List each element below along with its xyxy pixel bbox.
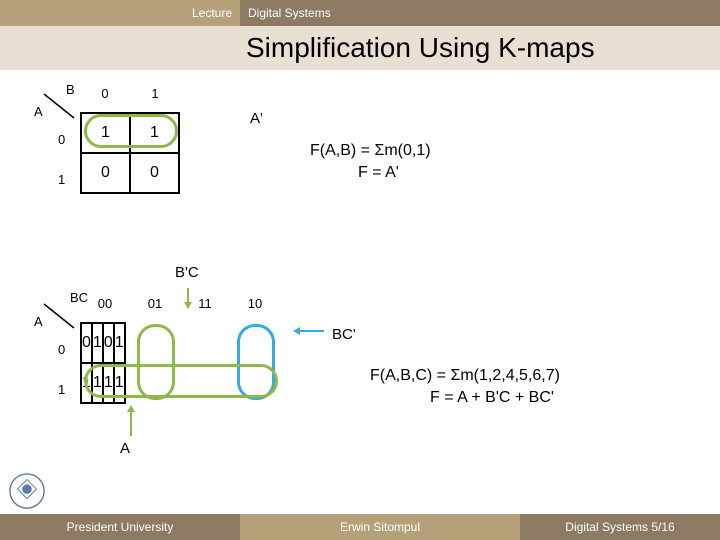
col-header: 11 [180, 296, 230, 311]
row-header: 1 [58, 370, 65, 410]
kmap-2var-equation: F(A,B) = Σm(0,1) F = A' [310, 140, 431, 185]
kmap-cell: 1 [92, 323, 103, 363]
kmap-3var-label-bc2: BC' [332, 326, 356, 343]
kmap-3var-label-a: A [120, 440, 130, 457]
kmap-2var-col-var: B [66, 82, 75, 97]
kmap-3var-group-a [84, 364, 278, 398]
kmap-2var-group-label: A' [250, 110, 263, 127]
col-header: 0 [80, 86, 130, 101]
row-header: 1 [58, 160, 65, 200]
kmap-cell: 0 [103, 323, 114, 363]
header-top-row: Lecture Digital Systems [0, 0, 720, 26]
footer-page: Digital Systems 5/16 [520, 514, 720, 540]
arrow-left-icon [300, 330, 324, 332]
kmap-2var-row-headers: 0 1 [58, 120, 65, 200]
row-header: 0 [58, 330, 65, 370]
kmap-3var-equation: F(A,B,C) = Σm(1,2,4,5,6,7) F = A + B'C +… [370, 365, 560, 410]
col-header: 10 [230, 296, 280, 311]
university-logo-icon [8, 472, 46, 510]
kmap-2var-row-var: A [34, 104, 43, 119]
header-title-spacer [0, 26, 240, 70]
arrow-up-icon [130, 412, 132, 436]
kmap-cell: 0 [81, 153, 130, 193]
col-header: 01 [130, 296, 180, 311]
slide-header: Lecture Digital Systems Simplification U… [0, 0, 720, 70]
kmap-cell: 0 [130, 153, 179, 193]
equation-line: F(A,B) = Σm(0,1) [310, 140, 431, 162]
col-header: 00 [80, 296, 130, 311]
kmap-3var-row-headers: 0 1 [58, 330, 65, 410]
kmap-cell: 1 [114, 323, 125, 363]
equation-line: F(A,B,C) = Σm(1,2,4,5,6,7) [370, 365, 560, 387]
kmap-2var-group [84, 114, 178, 148]
col-header: 1 [130, 86, 180, 101]
footer-university: President University [0, 514, 240, 540]
kmap-3var-row-var: A [34, 314, 43, 329]
header-title-row: Simplification Using K-maps [0, 26, 720, 70]
slide-title: Simplification Using K-maps [240, 26, 720, 70]
row-header: 0 [58, 120, 65, 160]
kmap-2var-col-headers: 0 1 [80, 86, 184, 101]
course-name: Digital Systems [240, 0, 720, 26]
footer-author: Erwin Sitompul [240, 514, 520, 540]
kmap-cell: 0 [81, 323, 92, 363]
kmap-3var-col-headers: 00 01 11 10 [80, 296, 280, 311]
kmap-3var-label-bc: B'C [175, 264, 199, 281]
slide-footer: President University Erwin Sitompul Digi… [0, 514, 720, 540]
equation-line: F = A' [310, 162, 431, 184]
equation-line: F = A + B'C + BC' [370, 387, 560, 409]
lecture-label: Lecture [0, 0, 240, 26]
